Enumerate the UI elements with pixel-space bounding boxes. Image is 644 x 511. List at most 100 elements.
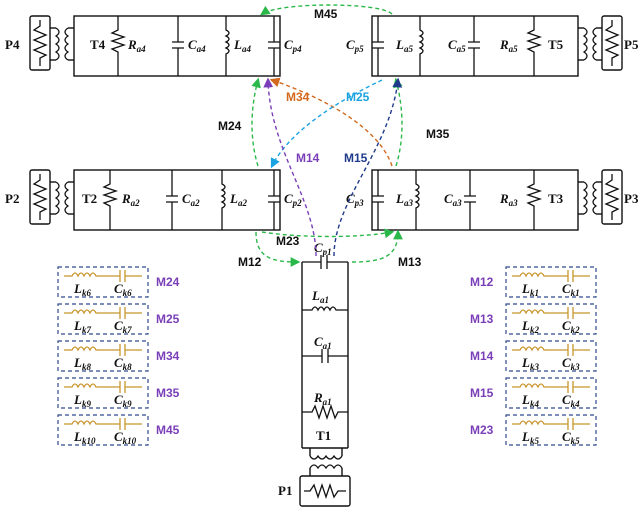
port-p5-box xyxy=(601,15,623,71)
coupling-m14-path xyxy=(263,77,317,257)
transformer-t4-icon xyxy=(54,27,70,61)
capacitor-cp4-label: Cp4 xyxy=(284,37,302,54)
inductor-la5-label: La5 xyxy=(395,37,413,54)
coupling-m15-path xyxy=(333,77,403,257)
legend-capacitor-label: Ck9 xyxy=(114,392,132,409)
legend-item-right-3: Lk3 Ck3 xyxy=(505,340,597,372)
legend-capacitor-label: Ck7 xyxy=(114,318,132,335)
legend-inductor-label: Lk2 xyxy=(521,318,539,335)
coupling-paths: M45 M24 M35 M34 M25 M14 M15 M23 M12 M13 xyxy=(218,4,450,269)
legend-inductor-icon xyxy=(64,383,120,389)
legend-capacitor-label: Ck3 xyxy=(562,355,580,372)
port-p3-box xyxy=(601,169,623,225)
coupling-m35-label: M35 xyxy=(426,127,450,141)
coupling-m12-path xyxy=(255,231,301,267)
capacitor-ca4-icon xyxy=(172,16,184,76)
legend-inductor-icon xyxy=(512,346,568,352)
legend-inductor-label: Lk8 xyxy=(73,355,91,372)
resonator-5: Cp5 La5 Ca5 Ra5 T5 P5 xyxy=(346,15,639,77)
legend-inductor-label: Lk3 xyxy=(521,355,539,372)
legend-item-left-2: Lk7 Ck7 xyxy=(57,303,149,335)
legend-right-coupling-label: M15 xyxy=(470,386,494,400)
legend-right-coupling-label: M13 xyxy=(470,312,494,326)
legend-capacitor-label: Ck8 xyxy=(114,355,132,372)
resistor-ra1-icon xyxy=(302,403,348,421)
coupling-m14-label: M14 xyxy=(296,151,320,165)
transformer-t5-label: T5 xyxy=(548,37,564,52)
legend-inductor-label: Lk5 xyxy=(521,429,539,446)
capacitor-cp5-label: Cp5 xyxy=(346,37,364,54)
legend-capacitor-label: Ck1 xyxy=(562,281,580,298)
legend-right-coupling-label: M23 xyxy=(470,423,494,437)
resistor-ra3-icon xyxy=(525,170,543,230)
legend-capacitor-icon xyxy=(567,270,590,282)
legend-item-left-1: Lk6 Ck6 xyxy=(57,266,149,298)
transformer-t2-label: T2 xyxy=(82,191,97,206)
resistor-ra4-label: Ra4 xyxy=(127,37,146,54)
port-p1-label: P1 xyxy=(278,483,292,498)
legend-inductor-label: Lk1 xyxy=(521,281,539,298)
inductor-la4-label: La4 xyxy=(233,37,251,54)
legend-item-right-4: Lk4 Ck4 xyxy=(505,377,597,409)
legend-capacitor-icon xyxy=(119,381,142,393)
resonator-1: Cp1 La1 Ca1 Ra1 T1 P1 xyxy=(278,240,351,507)
inductor-la1-icon xyxy=(302,306,348,312)
capacitor-cp3-label: Cp3 xyxy=(346,191,364,208)
legend-capacitor-label: Ck4 xyxy=(562,392,580,409)
transformer-t3-label: T3 xyxy=(548,191,564,206)
legend-right-coupling-label: M12 xyxy=(470,275,494,289)
legend-left: Lk6 Ck6 M24 Lk7 Ck7 M25 Lk8 Ck8 M34 Lk9 Ck9 M35 Lk10… xyxy=(57,266,180,446)
legend-inductor-label: Lk9 xyxy=(73,392,91,409)
legend-capacitor-label: Ck2 xyxy=(562,318,580,335)
legend-capacitor-icon xyxy=(119,418,142,430)
capacitor-cp1-icon xyxy=(302,255,348,269)
legend-inductor-label: Lk7 xyxy=(73,318,91,335)
port-p2-label: P2 xyxy=(5,191,19,206)
legend-item-left-4: Lk9 Ck9 xyxy=(57,377,149,409)
legend-box xyxy=(57,266,149,298)
resonator-3: Cp3 La3 Ca3 Ra3 T3 P3 xyxy=(346,169,639,231)
capacitor-cp1-label: Cp1 xyxy=(314,240,332,257)
coupling-m24-label: M24 xyxy=(218,119,242,133)
port-p4-label: P4 xyxy=(5,37,20,52)
legend-inductor-icon xyxy=(64,346,120,352)
legend-item-right-2: Lk2 Ck2 xyxy=(505,303,597,335)
inductor-la2-label: La2 xyxy=(229,191,247,208)
legend-left-coupling-label: M24 xyxy=(156,275,180,289)
legend-capacitor-icon xyxy=(567,381,590,393)
legend-left-coupling-label: M35 xyxy=(156,386,180,400)
legend-capacitor-icon xyxy=(119,344,142,356)
legend-box xyxy=(505,377,597,409)
capacitor-cp2-icon xyxy=(268,170,280,230)
resistor-ra1-label: Ra1 xyxy=(313,390,332,407)
legend-inductor-icon xyxy=(512,272,568,278)
port-p1-box xyxy=(299,475,351,507)
capacitor-ca4-label: Ca4 xyxy=(188,37,206,54)
coupling-m24-path xyxy=(251,77,261,167)
coupling-m13-path xyxy=(351,229,403,263)
port-p2-box xyxy=(29,169,51,225)
legend-capacitor-icon xyxy=(567,307,590,319)
legend-inductor-label: Lk6 xyxy=(73,281,91,298)
resistor-ra5-label: Ra5 xyxy=(499,37,518,54)
legend-capacitor-icon xyxy=(567,344,590,356)
legend-item-left-5: Lk10 Ck10 xyxy=(57,414,149,446)
coupling-m12-label: M12 xyxy=(238,255,262,269)
coupling-m34-path xyxy=(269,77,393,167)
capacitor-ca5-label: Ca5 xyxy=(448,37,466,54)
port-p4-box xyxy=(29,15,51,71)
port-p4-resistor-icon xyxy=(32,20,48,66)
legend-item-right-5: Lk5 Ck5 xyxy=(505,414,597,446)
port-p5-label: P5 xyxy=(624,37,639,52)
legend-left-coupling-label: M25 xyxy=(156,312,180,326)
resistor-ra5-icon xyxy=(525,16,543,76)
coupling-m23-label: M23 xyxy=(276,234,300,248)
resistor-ra3-label: Ra3 xyxy=(499,191,518,208)
coupling-m15-label: M15 xyxy=(344,151,368,165)
port-p3-label: P3 xyxy=(624,191,639,206)
legend-box xyxy=(57,377,149,409)
inductor-la3-label: La3 xyxy=(395,191,413,208)
resistor-ra2-icon xyxy=(101,170,119,230)
capacitor-ca2-label: Ca2 xyxy=(182,191,200,208)
capacitor-ca1-icon xyxy=(302,349,348,363)
